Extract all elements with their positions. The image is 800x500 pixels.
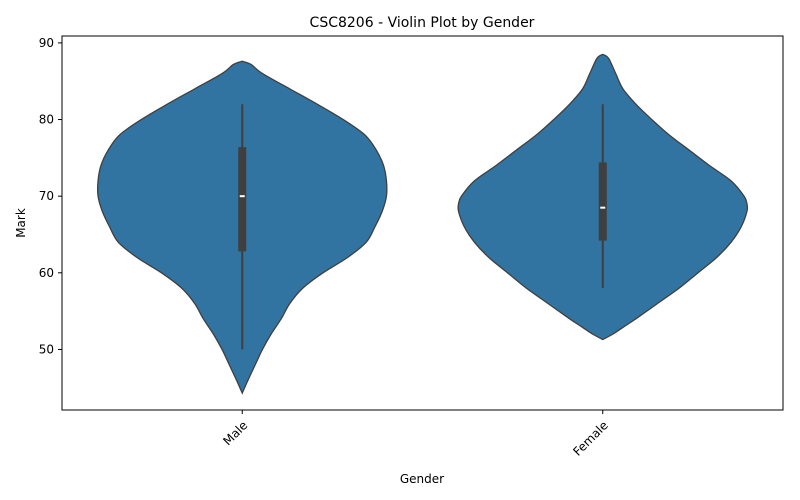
x-tick-label-female: Female bbox=[570, 418, 611, 459]
plot-frame bbox=[61, 35, 784, 411]
y-axis-label: Mark bbox=[14, 208, 28, 238]
y-tick-label-70: 70 bbox=[39, 189, 54, 203]
y-tick-label-80: 80 bbox=[39, 113, 54, 127]
y-tick-label-90: 90 bbox=[39, 36, 54, 50]
y-tick-label-60: 60 bbox=[39, 266, 54, 280]
x-tick-label-male: Male bbox=[220, 418, 250, 448]
violin-layer bbox=[96, 53, 749, 395]
x-axis-label: Gender bbox=[400, 472, 444, 486]
y-tick-label-50: 50 bbox=[39, 342, 54, 356]
chart-title: CSC8206 - Violin Plot by Gender bbox=[310, 15, 535, 31]
box-layer bbox=[238, 104, 607, 350]
y-axis: 50 60 70 80 90 bbox=[39, 36, 62, 356]
x-axis: Male Female bbox=[220, 410, 611, 459]
iqr-box-male bbox=[238, 147, 247, 252]
iqr-box-female bbox=[598, 162, 607, 241]
